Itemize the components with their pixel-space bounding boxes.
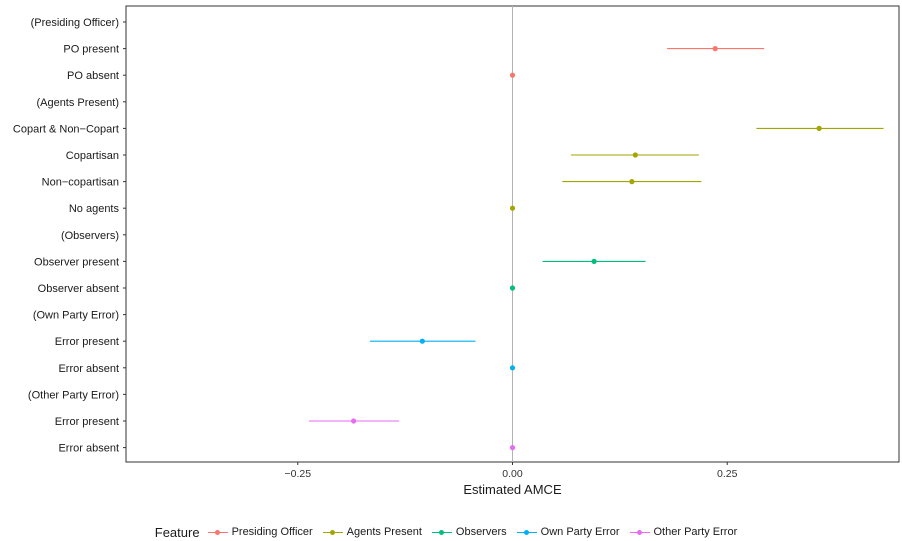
- legend-key: [431, 527, 452, 537]
- level-label: PO present: [63, 44, 119, 56]
- legend-label: Other Party Error: [653, 526, 738, 538]
- legend-key: [629, 527, 650, 537]
- estimate-point: [509, 285, 516, 291]
- estimate-point: [509, 72, 516, 78]
- legend-key: [322, 527, 343, 537]
- estimate-marks: [308, 46, 884, 451]
- group-header-label: (Observers): [61, 230, 119, 242]
- estimate-point: [509, 445, 516, 451]
- legend-key: [516, 527, 537, 537]
- legend-key-point: [330, 529, 336, 535]
- estimate-point: [509, 205, 516, 211]
- y-axis-ticks: [123, 21, 126, 449]
- level-label: Non−copartisan: [42, 177, 119, 189]
- level-label: Error absent: [58, 443, 119, 455]
- estimate-point: [419, 338, 425, 344]
- x-tick-label: 0.00: [502, 468, 523, 480]
- group-header-label: (Agents Present): [36, 97, 119, 109]
- group-header-label: (Other Party Error): [28, 389, 119, 401]
- legend-key-point: [215, 529, 221, 535]
- legend-title: Feature: [154, 524, 200, 540]
- estimate-point: [712, 46, 718, 52]
- level-label: Error present: [55, 416, 119, 428]
- level-label: PO absent: [67, 70, 119, 82]
- x-tick-label: −0.25: [284, 468, 311, 480]
- level-label: Error present: [55, 336, 119, 348]
- legend-items: Presiding Officer Agents Present Observers…: [207, 526, 748, 538]
- estimate-point: [591, 258, 597, 264]
- level-label: Observer present: [34, 256, 119, 268]
- level-label: Error absent: [58, 363, 119, 375]
- legend: Feature Presiding Officer Agents Present O…: [0, 523, 902, 541]
- legend-label: Observers: [455, 526, 507, 538]
- level-label: Copart & Non−Copart: [13, 123, 119, 135]
- amce-chart: (Presiding Officer) PO present PO absent (A…: [13, 5, 900, 497]
- level-label: Observer absent: [38, 283, 119, 295]
- estimate-point: [629, 179, 635, 185]
- legend-item: Observers: [431, 526, 507, 538]
- estimate-point: [351, 418, 357, 424]
- legend-label: Agents Present: [346, 526, 422, 538]
- level-label: Copartisan: [66, 150, 119, 162]
- legend-item: Presiding Officer: [207, 526, 313, 538]
- group-header-label: (Presiding Officer): [31, 17, 119, 29]
- legend-key-point: [637, 529, 642, 535]
- estimate-point: [632, 152, 638, 158]
- legend-item: Other Party Error: [629, 526, 738, 538]
- legend-item: Agents Present: [322, 526, 422, 538]
- y-axis-labels: (Presiding Officer) PO present PO absent (A…: [13, 17, 120, 455]
- legend-item: Own Party Error: [516, 526, 620, 538]
- group-header-label: (Own Party Error): [33, 310, 119, 322]
- x-axis: −0.25 0.00 0.25: [284, 462, 738, 480]
- x-tick-label: 0.25: [717, 468, 738, 480]
- estimate-point: [816, 125, 822, 131]
- legend-label: Presiding Officer: [231, 526, 313, 538]
- legend-label: Own Party Error: [540, 526, 620, 538]
- estimate-point: [509, 365, 516, 371]
- level-label: No agents: [69, 203, 120, 215]
- legend-key: [207, 527, 228, 537]
- legend-key-point: [524, 529, 530, 535]
- x-axis-title: Estimated AMCE: [463, 482, 562, 497]
- legend-key-point: [439, 529, 445, 535]
